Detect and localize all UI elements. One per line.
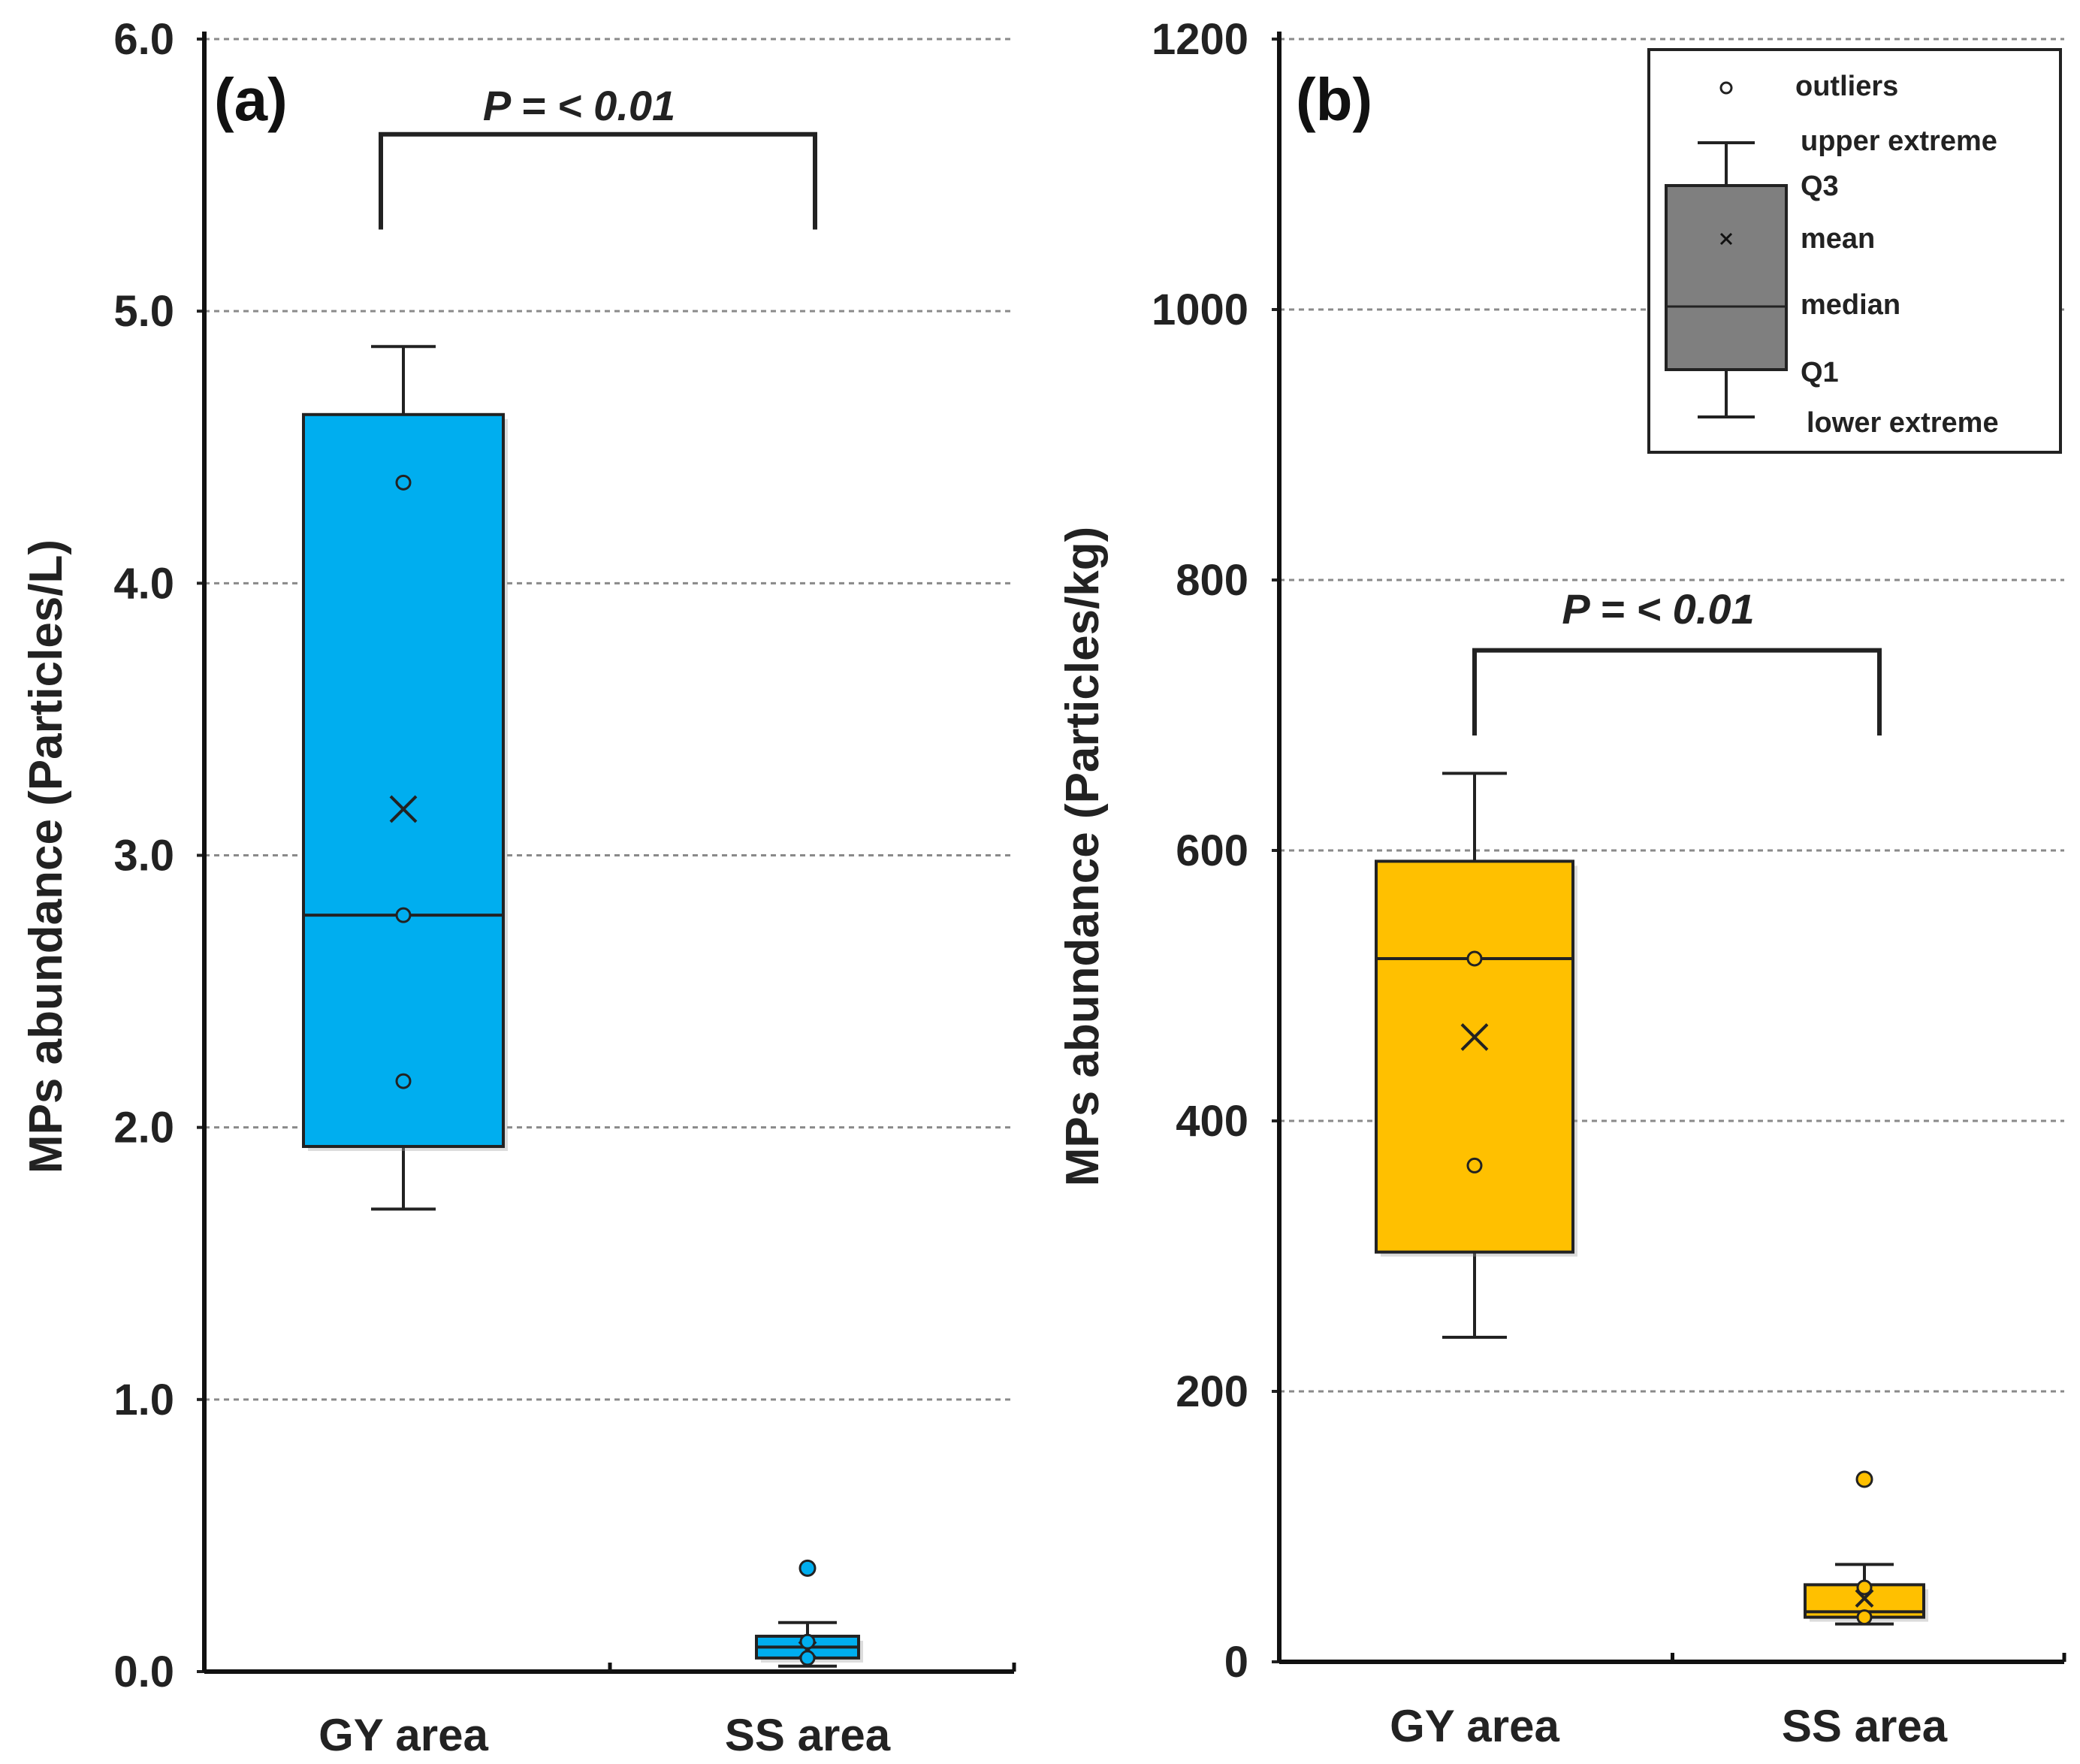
mean-marker: [1460, 1022, 1489, 1051]
y-tick-label: 4.0: [113, 559, 174, 608]
data-point: [395, 1073, 412, 1089]
y-axis-title: MPs abundance (Particles/L): [20, 539, 72, 1173]
outlier-point: [798, 1559, 817, 1577]
panel-b: (b) 0 200 400 600 800 1000 1200 MPs abundance (…: [1057, 15, 2066, 1751]
outlier-point: [1855, 1470, 1873, 1488]
panel-a-label: (a): [214, 66, 288, 133]
significance-bracket: [379, 131, 817, 230]
panel-b-label: (b): [1296, 66, 1372, 133]
x-category-label: SS area: [1782, 1701, 1948, 1751]
mean-marker: [389, 795, 418, 823]
box-ss-area: [755, 1559, 863, 1668]
y-tick-label: 1.0: [113, 1376, 174, 1424]
legend-entry-label: mean: [1801, 223, 1875, 255]
y-tick-label: 2.0: [113, 1104, 174, 1152]
data-point: [1856, 1579, 1873, 1596]
legend-entry-label: median: [1801, 289, 1900, 321]
legend-entry-label: upper extreme: [1801, 125, 1997, 157]
x-category-label: GY area: [318, 1710, 488, 1760]
legend-mean-marker: [1719, 232, 1733, 246]
significance-label: P = < 0.01: [483, 82, 675, 129]
data-point: [799, 1650, 816, 1666]
y-tick-label: 600: [1176, 826, 1248, 875]
y-tick-label: 1000: [1152, 285, 1248, 334]
legend-outlier-symbol: [1719, 81, 1733, 95]
y-tick-label: 800: [1176, 556, 1248, 605]
y-tick-label: 6.0: [113, 15, 174, 64]
panel-a: (a) 0.0 1.0 2.0 3.0 4.0 5.0 6.0 MPs abundance (…: [20, 15, 1016, 1760]
data-point: [1856, 1609, 1873, 1626]
iqr-box: [1375, 859, 1574, 1254]
data-point: [395, 907, 412, 923]
y-tick-label: 3.0: [113, 832, 174, 880]
data-point: [1466, 950, 1483, 967]
legend-entry-label: Q3: [1801, 171, 1839, 202]
legend-entry-label: lower extreme: [1807, 407, 1999, 439]
box-gy-area: [1375, 772, 1577, 1339]
y-tick-label: 1200: [1152, 15, 1248, 64]
y-tick-label: 0.0: [113, 1648, 174, 1696]
legend-box: [1665, 184, 1788, 371]
y-tick-label: 200: [1176, 1367, 1248, 1416]
y-tick-label: 5.0: [113, 287, 174, 336]
box-gy-area: [302, 345, 508, 1211]
box-ss-area: [1804, 1470, 1928, 1626]
data-point: [799, 1633, 816, 1650]
x-category-label: GY area: [1390, 1701, 1559, 1751]
data-point: [1466, 1157, 1483, 1173]
legend-entry-label: outliers: [1795, 71, 1898, 102]
iqr-box: [302, 412, 505, 1149]
data-point: [395, 474, 412, 491]
x-category-label: SS area: [725, 1710, 891, 1760]
legend-entry-label: Q1: [1801, 357, 1839, 388]
y-axis-title: MPs abundance (Particles/kg): [1057, 527, 1109, 1187]
significance-label: P = < 0.01: [1562, 585, 1754, 633]
y-tick-label: 0: [1224, 1638, 1248, 1687]
y-tick-label: 400: [1176, 1097, 1248, 1146]
legend: outliers upper extreme Q3 mean median Q1 lower…: [1647, 48, 2062, 454]
significance-bracket: [1472, 648, 1882, 736]
